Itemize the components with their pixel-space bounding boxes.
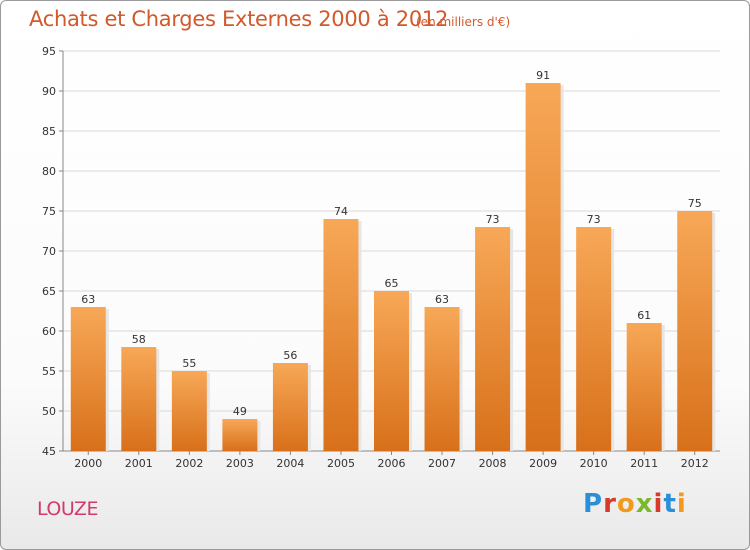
proxiti-logo: Proxiti <box>583 489 687 519</box>
logo-letter: t <box>663 489 677 519</box>
data-label-2000: 63 <box>81 293 95 306</box>
x-tick-label-2010: 2010 <box>580 457 608 470</box>
logo-letter: o <box>616 489 636 519</box>
x-tick-label-2009: 2009 <box>529 457 557 470</box>
bars <box>70 83 716 451</box>
chart-subtitle: (en milliers d'€) <box>416 15 511 29</box>
logo-letter: i <box>653 489 664 519</box>
bar-2002 <box>171 371 207 451</box>
logo-letter: r <box>603 489 617 519</box>
bar-2010 <box>576 227 612 451</box>
y-tick-label: 50 <box>42 405 56 418</box>
logo-letter: x <box>635 489 654 519</box>
y-tick-label: 80 <box>42 165 56 178</box>
data-label-2003: 49 <box>233 405 247 418</box>
bar-2011 <box>626 323 662 451</box>
logo-letter: P <box>583 489 604 519</box>
x-tick-label-2001: 2001 <box>125 457 153 470</box>
x-tick-label-2007: 2007 <box>428 457 456 470</box>
bar-2000 <box>70 307 106 451</box>
x-tick-label-2005: 2005 <box>327 457 355 470</box>
x-tick-label-2004: 2004 <box>276 457 304 470</box>
x-tick-label-2008: 2008 <box>479 457 507 470</box>
data-label-2006: 65 <box>385 277 399 290</box>
bar-2009 <box>525 83 561 451</box>
bar-2004 <box>272 363 308 451</box>
bar-2005 <box>323 219 359 451</box>
bar-2012 <box>677 211 713 451</box>
chart-title: Achats et Charges Externes 2000 à 2012 <box>29 7 449 31</box>
data-label-2011: 61 <box>637 309 651 322</box>
data-label-2012: 75 <box>688 197 702 210</box>
bar-2007 <box>424 307 460 451</box>
x-tick-label-2002: 2002 <box>175 457 203 470</box>
data-label-2010: 73 <box>587 213 601 226</box>
x-tick-label-2011: 2011 <box>630 457 658 470</box>
data-label-2008: 73 <box>486 213 500 226</box>
x-tick-label-2006: 2006 <box>378 457 406 470</box>
y-tick-label: 75 <box>42 205 56 218</box>
tick-labels: 45 50 55 60 65 70 75 80 85 90 95 2000 2001 2002 2003 20… <box>42 45 709 470</box>
y-tick-label: 95 <box>42 45 56 58</box>
y-tick-label: 70 <box>42 245 56 258</box>
y-tick-label: 85 <box>42 125 56 138</box>
data-label-2004: 56 <box>283 349 297 362</box>
data-labels: 63 58 55 49 56 74 65 63 73 91 73 61 75 <box>81 69 701 418</box>
commune-name: LOUZE <box>37 498 98 520</box>
bar-2001 <box>121 347 157 451</box>
data-label-2005: 74 <box>334 205 348 218</box>
y-tick-label: 60 <box>42 325 56 338</box>
x-tick-label-2003: 2003 <box>226 457 254 470</box>
y-tick-label: 55 <box>42 365 56 378</box>
y-tick-label: 90 <box>42 85 56 98</box>
y-tick-label: 45 <box>42 445 56 458</box>
y-tick-label: 65 <box>42 285 56 298</box>
logo-letter: i <box>676 489 687 519</box>
data-label-2002: 55 <box>182 357 196 370</box>
x-tick-label-2000: 2000 <box>74 457 102 470</box>
x-tick-label-2012: 2012 <box>681 457 709 470</box>
data-label-2001: 58 <box>132 333 146 346</box>
data-label-2009: 91 <box>536 69 550 82</box>
bar-2003 <box>222 419 258 451</box>
bar-2008 <box>475 227 511 451</box>
data-label-2007: 63 <box>435 293 449 306</box>
bar-2006 <box>374 291 409 451</box>
